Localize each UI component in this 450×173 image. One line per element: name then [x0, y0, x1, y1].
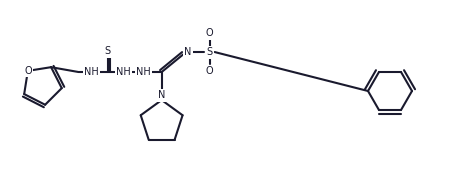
Text: NH: NH	[84, 67, 99, 77]
Text: S: S	[207, 47, 213, 57]
Text: O: O	[24, 66, 32, 76]
Text: O: O	[206, 66, 213, 76]
Text: O: O	[206, 28, 213, 38]
Text: N: N	[184, 47, 191, 57]
Text: N: N	[158, 90, 165, 100]
Text: S: S	[104, 46, 111, 56]
Text: NH: NH	[116, 67, 131, 77]
Text: NH: NH	[136, 67, 151, 77]
